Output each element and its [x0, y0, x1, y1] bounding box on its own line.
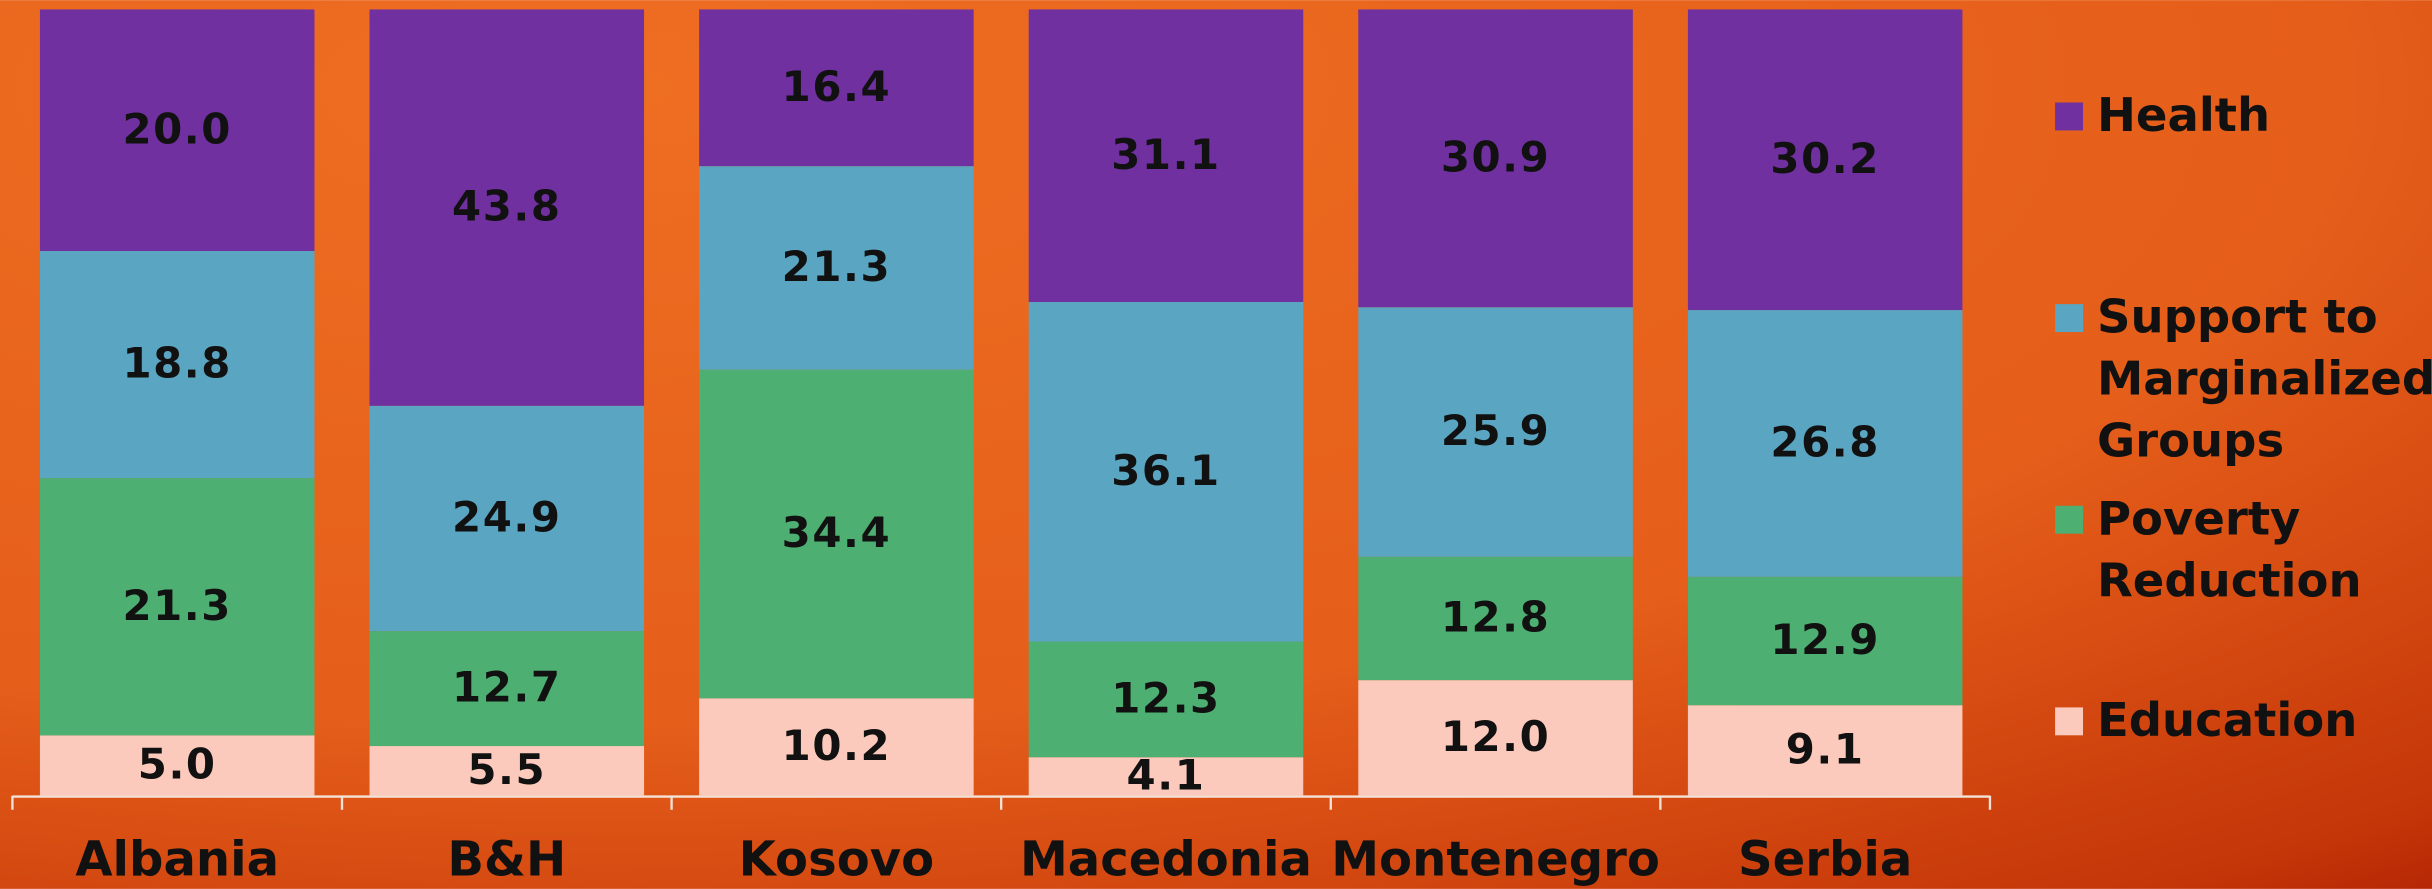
- data-label: 30.9: [1441, 132, 1550, 181]
- bar-segment: [1687, 9, 1963, 311]
- bar-segment: [1687, 576, 1963, 706]
- data-label: 9.1: [1786, 725, 1865, 774]
- bar-segment: [1028, 641, 1304, 758]
- data-label: 16.4: [782, 62, 891, 111]
- x-tick-label: Macedonia: [1020, 831, 1312, 887]
- data-label: 21.3: [782, 242, 891, 291]
- bar-segment: [1358, 307, 1633, 557]
- data-label: 10.2: [782, 721, 891, 770]
- x-tick-label: Montenegro: [1331, 831, 1660, 887]
- x-tick-label: Serbia: [1738, 831, 1912, 887]
- bar-segment: [39, 9, 315, 252]
- bar-segment: [1358, 556, 1633, 681]
- bar-segment: [1687, 705, 1963, 796]
- data-label: 43.8: [452, 182, 561, 231]
- data-label: 12.8: [1441, 593, 1550, 642]
- data-label: 5.5: [467, 745, 546, 794]
- bar-segment: [369, 9, 645, 406]
- legend-label: Education: [2097, 692, 2357, 746]
- bar-segment: [699, 166, 974, 370]
- bar-segment: [369, 405, 645, 632]
- data-label: 21.3: [122, 581, 231, 630]
- data-label: 26.8: [1770, 417, 1879, 466]
- data-label: 12.7: [452, 663, 561, 712]
- data-label: 30.2: [1770, 134, 1879, 183]
- data-label: 5.0: [138, 740, 217, 789]
- legend-swatch: [2055, 304, 2084, 333]
- legend-swatch: [2055, 102, 2084, 131]
- data-label: 12.9: [1770, 615, 1879, 664]
- legend-label: Health: [2097, 88, 2270, 142]
- data-label: 34.4: [782, 508, 891, 557]
- x-tick-label: Kosovo: [739, 831, 934, 887]
- legend-label: Support to Marginalized Groups: [2097, 289, 2432, 467]
- x-tick-label: B&H: [447, 831, 566, 887]
- data-label: 20.0: [122, 104, 231, 153]
- bar-segment: [39, 251, 315, 479]
- data-label: 36.1: [1111, 446, 1220, 495]
- bar-segment: [1687, 310, 1963, 577]
- bar-segment: [369, 746, 645, 796]
- bar-segment: [1358, 680, 1633, 796]
- bar-segment: [1028, 757, 1304, 796]
- bar-segment: [699, 369, 974, 699]
- bar-segment: [39, 478, 315, 736]
- bar-segment: [699, 9, 974, 167]
- data-label: 4.1: [1127, 751, 1206, 800]
- data-label: 24.9: [452, 493, 561, 542]
- bar-segment: [1028, 9, 1304, 302]
- data-label: 12.0: [1441, 712, 1550, 761]
- bar-segment: [369, 631, 645, 747]
- x-tick-label: Albania: [75, 831, 279, 887]
- bar-segment: [39, 735, 315, 796]
- data-label: 31.1: [1111, 130, 1220, 179]
- bar-segment: [1358, 9, 1633, 308]
- data-label: 12.3: [1111, 673, 1220, 722]
- legend-label: Poverty Reduction: [2097, 491, 2362, 607]
- data-label: 25.9: [1441, 406, 1550, 455]
- bar-segment: [1028, 301, 1304, 642]
- legend-swatch: [2055, 505, 2084, 534]
- bar-segment: [699, 698, 974, 796]
- data-label: 18.8: [122, 339, 231, 388]
- legend-swatch: [2055, 707, 2084, 736]
